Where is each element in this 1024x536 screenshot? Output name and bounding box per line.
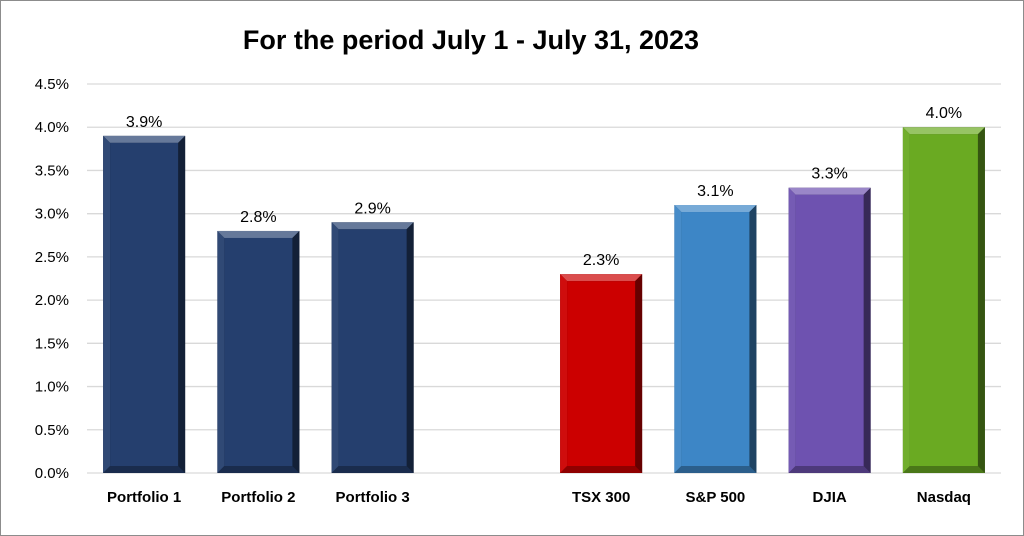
data-labels: 3.9% 2.8% 2.9% 2.3% 3.1% 3.3% 4.0%	[126, 105, 962, 269]
x-tick-label: Nasdaq	[917, 489, 971, 506]
bar	[674, 205, 757, 473]
y-tick-label: 0.0%	[35, 465, 69, 482]
x-axis: Portfolio 1 Portfolio 2 Portfolio 3 TSX 300…	[107, 489, 971, 506]
y-tick-label: 3.0%	[35, 206, 69, 223]
bars	[103, 127, 985, 473]
y-tick-label: 2.5%	[35, 249, 69, 266]
bar	[103, 135, 186, 473]
bar	[331, 222, 414, 473]
y-tick-label: 0.5%	[35, 422, 69, 439]
data-label: 3.3%	[811, 166, 847, 183]
data-label: 3.1%	[697, 183, 733, 200]
y-axis: 0.0% 0.5% 1.0% 1.5% 2.0% 2.5% 3.0% 3.5% 4.0% 4.5%	[35, 76, 69, 482]
bar	[788, 187, 871, 473]
bar	[902, 127, 985, 473]
data-label: 4.0%	[926, 105, 962, 122]
data-label: 2.9%	[354, 200, 390, 217]
x-tick-label: Portfolio 2	[221, 489, 295, 506]
x-tick-label: Portfolio 1	[107, 489, 181, 506]
y-tick-label: 1.5%	[35, 335, 69, 352]
x-tick-label: Portfolio 3	[336, 489, 410, 506]
y-tick-label: 3.5%	[35, 162, 69, 179]
y-tick-label: 1.0%	[35, 379, 69, 396]
x-tick-label: DJIA	[813, 489, 847, 506]
data-label: 2.3%	[583, 252, 619, 269]
data-label: 2.8%	[240, 209, 276, 226]
x-tick-label: TSX 300	[572, 489, 630, 506]
bar	[560, 274, 643, 473]
x-tick-label: S&P 500	[685, 489, 745, 506]
y-tick-label: 4.5%	[35, 76, 69, 93]
chart-title: For the period July 1 - July 31, 2023	[243, 25, 699, 55]
y-tick-label: 2.0%	[35, 292, 69, 309]
bar	[217, 230, 300, 473]
y-tick-label: 4.0%	[35, 119, 69, 136]
data-label: 3.9%	[126, 114, 162, 131]
